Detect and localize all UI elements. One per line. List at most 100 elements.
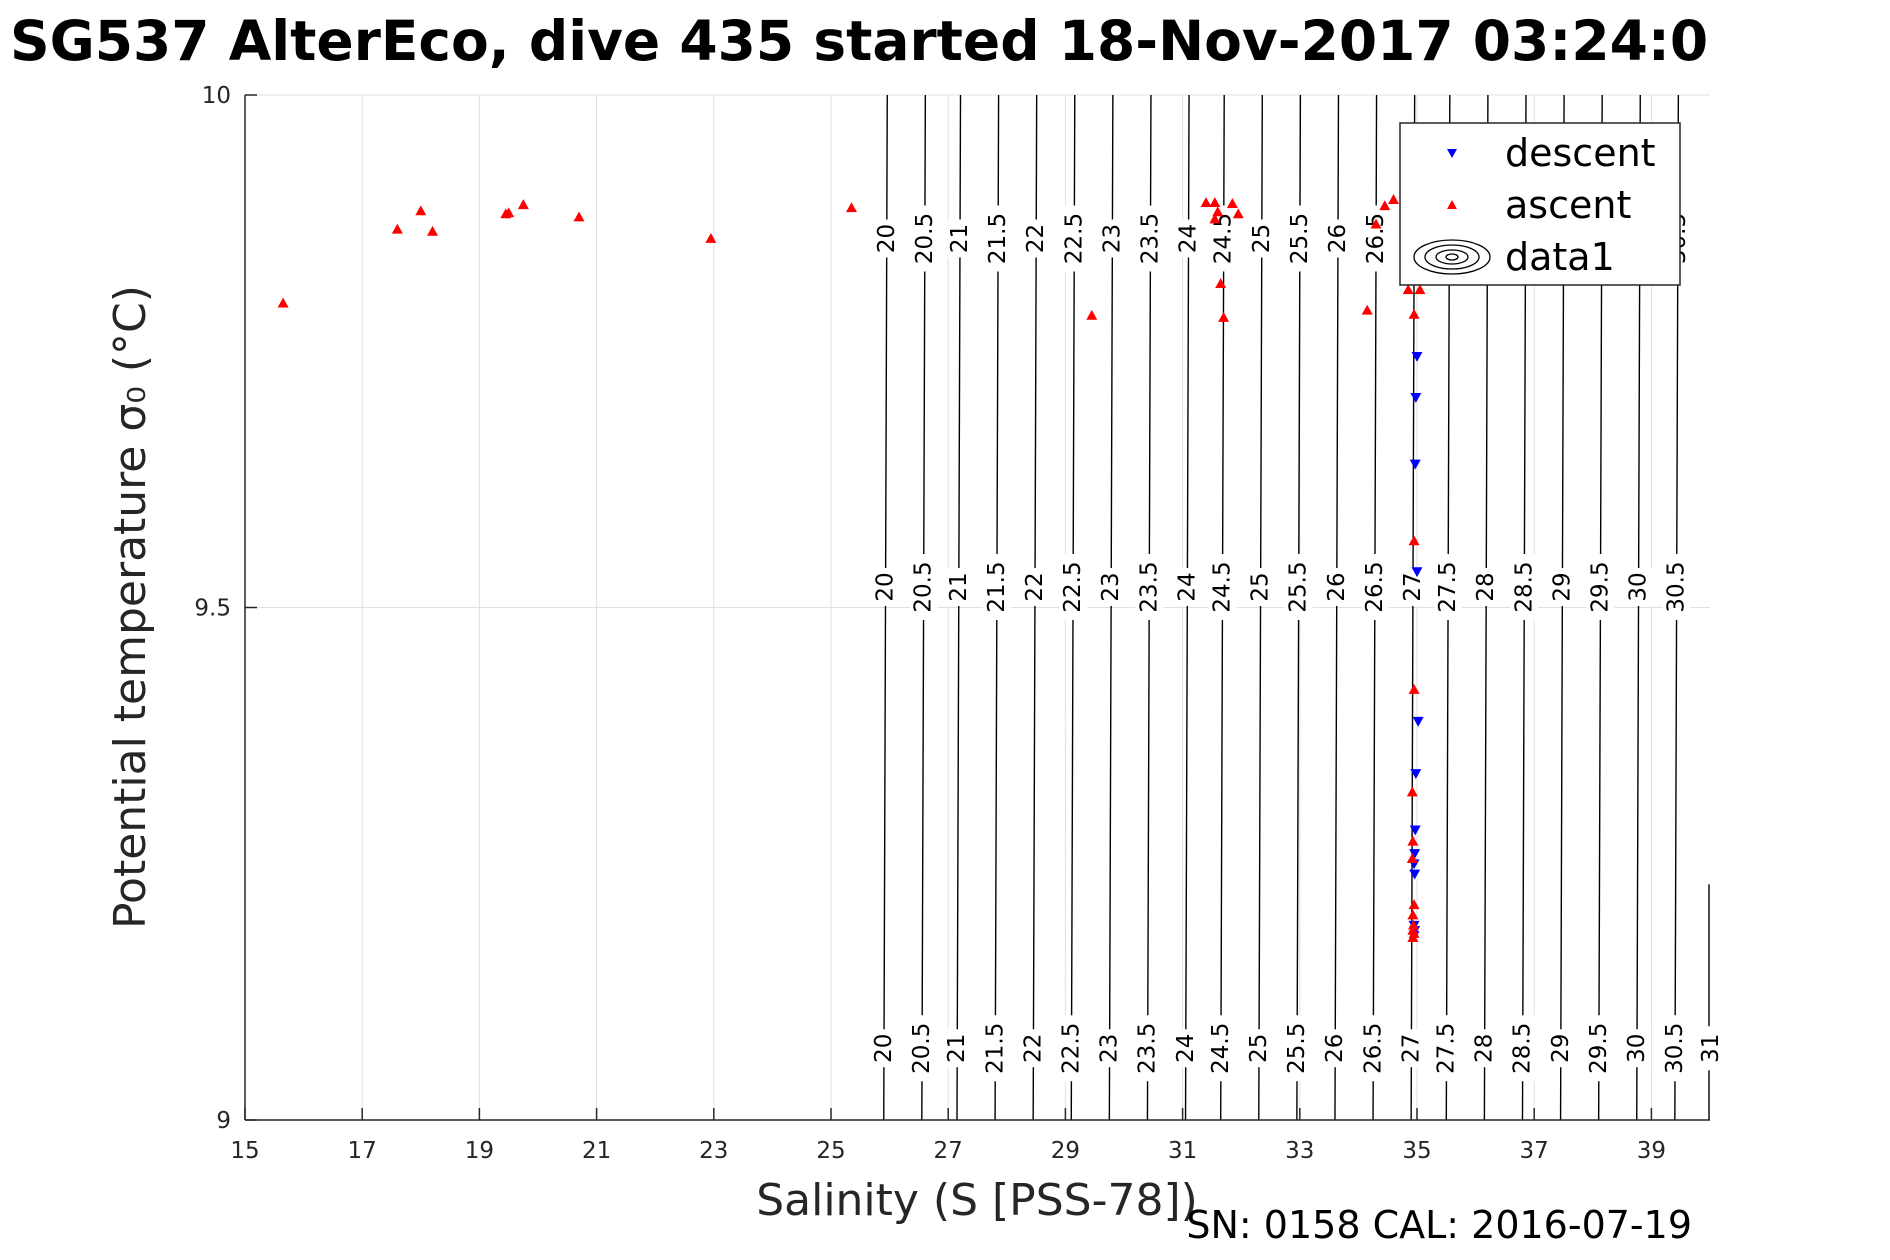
contour-label-26: 26 (1324, 572, 1350, 601)
contour-label-27.5: 27.5 (1434, 1023, 1460, 1074)
contour-label-bg (1360, 554, 1389, 620)
contour-label-23: 23 (1098, 572, 1124, 601)
legend-marker-ascent (1447, 200, 1457, 209)
legend-marker-contour (1413, 239, 1491, 275)
contour-label-24: 24 (1173, 1034, 1199, 1063)
contour-label-28: 28 (1473, 572, 1499, 601)
legend-item-ascent[interactable]: ascent (1447, 183, 1631, 227)
contour-label-26: 26 (1325, 224, 1351, 253)
contour-label-20.5: 20.5 (912, 213, 938, 264)
contour-label-bg (1020, 568, 1049, 606)
contour-label-21: 21 (947, 224, 973, 253)
x-axis-label: Salinity (S [PSS-78]) (756, 1175, 1198, 1226)
ascent-point-25 (1414, 284, 1426, 295)
contour-label-bg (1586, 554, 1615, 620)
x-tick-35: 35 (1402, 1138, 1431, 1164)
descent-point-2 (1409, 459, 1421, 470)
contour-label-25: 25 (1248, 572, 1274, 601)
descent-point-7 (1409, 849, 1421, 859)
x-tick-31: 31 (1168, 1138, 1197, 1164)
contour-label-bg (872, 219, 901, 258)
contour-label-22.5: 22.5 (1061, 213, 1087, 264)
contour-label-bg (1432, 1015, 1461, 1082)
contour-label-29: 29 (1549, 572, 1575, 601)
ascent-point-12 (1209, 197, 1221, 208)
x-tick-27: 27 (934, 1138, 963, 1164)
contour-label-bg (1060, 205, 1089, 272)
contour-label-26.5: 26.5 (1362, 561, 1388, 612)
contour-label-bg (1323, 219, 1352, 258)
contour-21: 21 21 21 (943, 94, 975, 1121)
x-tick-17: 17 (348, 1138, 377, 1164)
contour-label-28.5: 28.5 (1510, 1023, 1536, 1074)
ascent-point-29 (1407, 835, 1419, 846)
ascent-point-31 (1408, 899, 1420, 910)
contour-label-bg (1171, 1029, 1200, 1068)
legend-item-data1[interactable]: data1 (1413, 235, 1615, 279)
ascent-point-11 (1200, 197, 1212, 208)
contour-label-bg (1284, 554, 1313, 620)
contour-label-bg (1359, 1015, 1388, 1082)
contour-label-26.5: 26.5 (1360, 1023, 1386, 1074)
contour-label-24.5: 24.5 (1210, 561, 1236, 612)
contour-label-bg (944, 568, 973, 606)
chart-title: SG537 AlterEco, dive 435 started 18-Nov-… (10, 9, 1708, 73)
ascent-point-27 (1408, 684, 1420, 694)
ascent-point-7 (573, 211, 585, 222)
contour-label-bg (871, 568, 900, 606)
contour-label-25.5: 25.5 (1284, 1023, 1310, 1074)
contour-label-bg (1661, 1015, 1690, 1082)
contour-label-25.5: 25.5 (1287, 213, 1313, 264)
legend-label-descent: descent (1505, 131, 1656, 175)
contour-label-bg (1173, 568, 1202, 606)
x-tick-23: 23 (699, 1138, 728, 1164)
legend-item-descent[interactable]: descent (1447, 131, 1656, 175)
contour-label-bg (1285, 205, 1314, 272)
x-tick-29: 29 (1051, 1138, 1080, 1164)
contour-label-27.5: 27.5 (1435, 561, 1461, 612)
contour-line-23 (1108, 94, 1114, 1121)
contour-25.5: 25.5 25.5 25.5 (1283, 94, 1314, 1121)
contour-label-bg (1133, 1015, 1162, 1082)
contour-24.5: 24.524.524.5 (1206, 94, 1238, 1121)
legend-marker-descent (1447, 149, 1457, 158)
contour-label-27: 27 (1400, 572, 1426, 601)
descent-point-6 (1409, 825, 1421, 836)
contour-label-bg (1510, 554, 1539, 620)
contour-label-20.5: 20.5 (911, 561, 937, 612)
contour-22.5: 22.5 22.5 22.5 (1057, 94, 1089, 1121)
ascent-point-13 (1212, 206, 1224, 217)
contour-label-20.5: 20.5 (909, 1023, 935, 1074)
data-points (277, 194, 1426, 942)
ascent-point-1 (391, 223, 403, 234)
contour-label-bg (1019, 1029, 1048, 1068)
contour-label-23.5: 23.5 (1137, 213, 1163, 264)
contour-label-bg (982, 554, 1011, 620)
contour-label-26: 26 (1322, 1034, 1348, 1063)
contour-25: 25 25 25 (1245, 94, 1276, 1121)
ascent-point-15 (1226, 198, 1238, 209)
contour-26: 26 26 26 (1321, 94, 1352, 1121)
contour-label-bg (1247, 219, 1276, 258)
contour-label-bg (1362, 205, 1391, 272)
contour-label-bg (1584, 1015, 1613, 1082)
ascent-point-26 (1408, 535, 1420, 546)
ascent-point-9 (846, 202, 858, 213)
contour-label-bg (1321, 1029, 1350, 1068)
contour-label-bg (1695, 1026, 1723, 1071)
contour-22: 22 22 22 (1019, 94, 1051, 1121)
descent-point-9 (1409, 869, 1421, 880)
ascent-point-23 (1402, 284, 1414, 295)
contour-21.5: 21.5 21.5 21.5 (981, 94, 1013, 1121)
legend[interactable]: descent ascent data1 (1399, 122, 1681, 286)
ascent-point-6 (517, 199, 529, 210)
ascent-point-21 (1379, 200, 1391, 211)
contour-label-22.5: 22.5 (1060, 561, 1086, 612)
contour-label-22: 22 (1020, 1034, 1046, 1063)
contour-label-27: 27 (1398, 1034, 1424, 1063)
ascent-point-10 (1086, 309, 1098, 320)
contour-label-23.5: 23.5 (1136, 561, 1162, 612)
contour-label-bg (1136, 205, 1165, 272)
contour-label-20: 20 (873, 572, 899, 601)
